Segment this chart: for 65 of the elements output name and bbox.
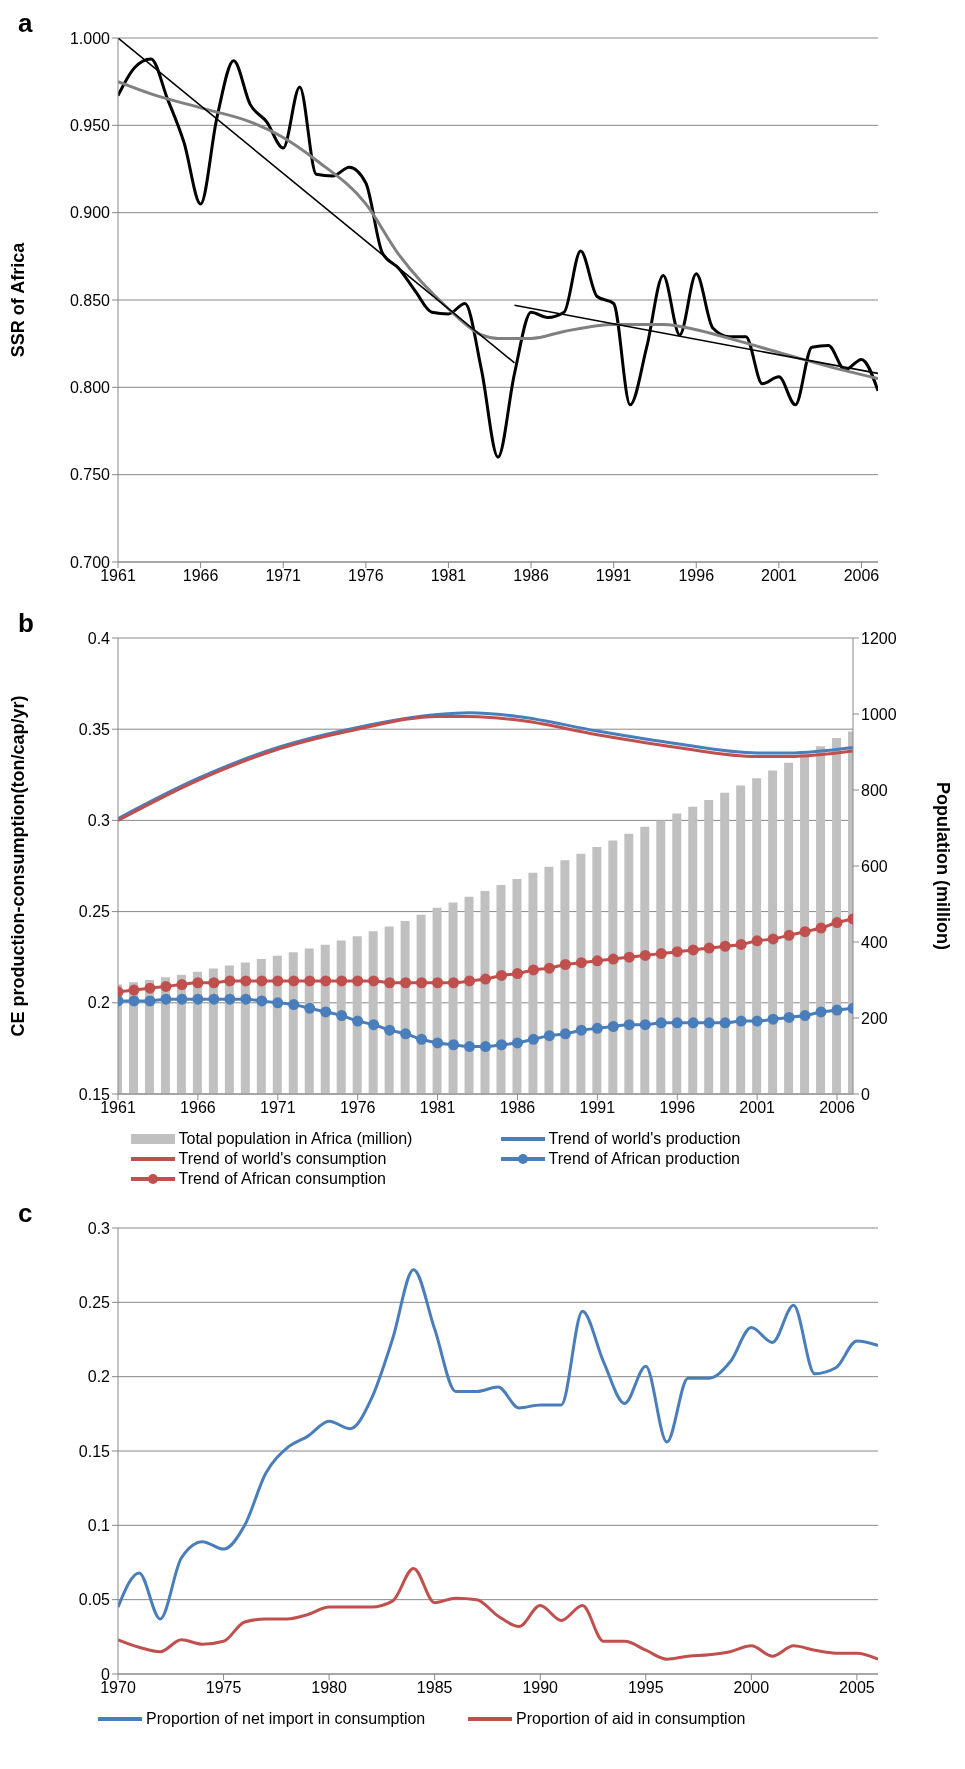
y2-tick-label: 1200 (861, 629, 897, 647)
x-tick-label: 1976 (348, 567, 384, 585)
y-tick-label: 1.000 (69, 29, 111, 47)
x-tick-label: 1961 (100, 567, 136, 585)
x-tick-label: 1985 (416, 1679, 453, 1697)
x-tick-label: 1966 (182, 567, 219, 585)
x-tick-label: 1971 (259, 1099, 296, 1117)
y-axis-title: SSR of Africa (8, 241, 29, 358)
x-tick-label: 1996 (678, 567, 715, 585)
y-tick-label: 0.4 (87, 629, 111, 647)
y-tick-label: 0.3 (87, 1219, 111, 1237)
y-tick-label: 0.35 (78, 720, 111, 738)
legend-label: Trend of world's consumption (178, 1150, 387, 1168)
y-tick-label: 0.25 (78, 903, 111, 921)
x-tick-label: 1975 (205, 1679, 242, 1697)
y-tick-label: 0.3 (87, 812, 111, 830)
chart-title: c (18, 1198, 33, 1229)
y2-axis-title: Population (million) (932, 782, 953, 950)
legend-label: Proportion of aid in consumption (516, 1710, 746, 1728)
legend-label: Trend of world's production (548, 1130, 741, 1148)
y2-tick-label: 200 (861, 1009, 888, 1027)
x-tick-label: 1961 (100, 1099, 136, 1117)
y-tick-label: 0.2 (87, 994, 111, 1012)
x-tick-label: 2006 (843, 567, 880, 585)
legend-label: Trend of African production (548, 1150, 741, 1168)
x-tick-label: 2001 (739, 1099, 776, 1117)
legend-label: Total population in Africa (million) (178, 1130, 413, 1148)
y-tick-label: 0.1 (87, 1517, 111, 1535)
legend-label: Proportion of net import in consumption (146, 1710, 426, 1728)
legend-label: Trend of African consumption (178, 1170, 387, 1188)
x-tick-label: 1986 (499, 1099, 536, 1117)
y-tick-label: 0.750 (69, 466, 111, 484)
y2-tick-label: 400 (861, 933, 888, 951)
y-tick-label: 0.950 (69, 117, 111, 135)
y2-tick-label: 600 (861, 857, 888, 875)
x-tick-label: 1971 (265, 567, 302, 585)
x-tick-label: 2001 (761, 567, 797, 585)
chart-title: a (18, 8, 33, 39)
y-tick-label: 0.05 (78, 1591, 111, 1609)
x-tick-label: 1990 (522, 1679, 559, 1697)
x-tick-label: 2006 (819, 1099, 855, 1117)
x-tick-label: 1980 (311, 1679, 348, 1697)
x-tick-label: 1981 (419, 1099, 456, 1117)
y2-tick-label: 800 (861, 781, 888, 799)
y-tick-label: 0.800 (69, 379, 111, 397)
x-tick-label: 1981 (430, 567, 467, 585)
x-tick-label: 1976 (339, 1099, 376, 1117)
y-tick-label: 0.25 (78, 1294, 111, 1312)
y-tick-label: 0.2 (87, 1368, 111, 1386)
y2-tick-label: 0 (861, 1085, 870, 1103)
x-tick-label: 1970 (100, 1679, 136, 1697)
x-tick-label: 1996 (659, 1099, 696, 1117)
x-tick-label: 2000 (733, 1679, 770, 1697)
x-tick-label: 1986 (513, 567, 549, 585)
x-tick-label: 1991 (579, 1099, 616, 1117)
chart-title: b (18, 608, 34, 639)
y2-tick-label: 1000 (861, 705, 897, 723)
x-tick-label: 2005 (839, 1679, 875, 1697)
y-axis-title: CE production-consumption(ton/cap/yr) (8, 695, 29, 1037)
x-tick-label: 1991 (595, 567, 632, 585)
y-tick-label: 0.850 (69, 291, 111, 309)
y-tick-label: 0.900 (69, 204, 111, 222)
x-tick-label: 1995 (627, 1679, 664, 1697)
y-tick-label: 0.15 (78, 1442, 111, 1460)
x-tick-label: 1966 (180, 1099, 216, 1117)
